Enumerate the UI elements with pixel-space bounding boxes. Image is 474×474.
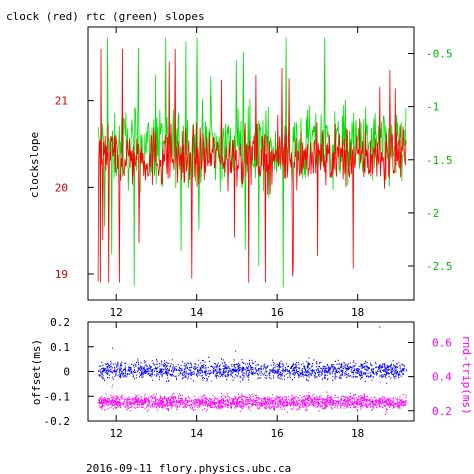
x-tick-label: 18 xyxy=(351,306,364,319)
x-tick-label: 16 xyxy=(271,306,284,319)
scatter-points-round-trip xyxy=(98,364,407,413)
y-tick-label: 20 xyxy=(55,181,68,194)
y2-tick-label: -2.5 xyxy=(426,260,453,273)
slopes-plot-frame xyxy=(87,26,415,301)
offset-y-tick-label: -0.2 xyxy=(44,415,71,428)
y2-tick-label: -1.5 xyxy=(426,154,453,167)
offset-x-tick-label: 14 xyxy=(190,427,204,440)
offset-y-tick-label: 0 xyxy=(63,366,70,379)
offset-y-tick-label: -0.1 xyxy=(44,390,71,403)
slopes-y-axis-label: clockslope xyxy=(28,132,41,198)
footer-caption: 2016-09-11 flory.physics.ubc.ca xyxy=(86,462,291,474)
offset-roundtrip-chart: 0.2 0.1 0 -0.1 -0.2 0.6 0.4 0.2 12 14 16 18 offset(… xyxy=(30,316,473,440)
y-tick-label: 19 xyxy=(55,268,68,281)
roundtrip-y-tick-label: 0.2 xyxy=(432,405,452,418)
roundtrip-y-tick-label: 0.4 xyxy=(432,371,452,384)
roundtrip-y-tick-label: 0.6 xyxy=(432,336,452,349)
series-line-clock xyxy=(97,48,407,283)
x-tick-label: 14 xyxy=(190,306,204,319)
x-tick-label: 12 xyxy=(110,306,123,319)
chart-title: clock (red) rtc (green) slopes xyxy=(6,10,205,23)
slopes-chart: 19 20 21 -0.5 -1 -1.5 -2 -2.5 12 14 16 18 clockslop… xyxy=(28,26,453,319)
slopes-series-group xyxy=(97,37,407,288)
offset-roundtrip-series-group xyxy=(98,326,407,415)
slopes-axes: 19 20 21 -0.5 -1 -1.5 -2 -2.5 12 14 16 18 xyxy=(55,27,453,319)
offset-x-tick-label: 12 xyxy=(110,427,123,440)
y2-tick-label: -2 xyxy=(426,207,439,220)
offset-y-tick-label: 0.1 xyxy=(50,341,70,354)
offset-x-tick-label: 18 xyxy=(351,427,364,440)
y-tick-label: 21 xyxy=(55,95,68,108)
offset-y-tick-label: 0.2 xyxy=(50,316,70,329)
offset-x-tick-label: 16 xyxy=(271,427,284,440)
y2-tick-label: -0.5 xyxy=(426,48,453,61)
offset-y-axis-label: offset(ms) xyxy=(30,339,43,405)
scatter-points-offset xyxy=(98,326,407,415)
offset-roundtrip-axes: 0.2 0.1 0 -0.1 -0.2 0.6 0.4 0.2 12 14 16 18 xyxy=(44,316,453,440)
roundtrip-y-axis-label: rnd-trip(ms) xyxy=(460,335,473,414)
y2-tick-label: -1 xyxy=(426,101,439,114)
